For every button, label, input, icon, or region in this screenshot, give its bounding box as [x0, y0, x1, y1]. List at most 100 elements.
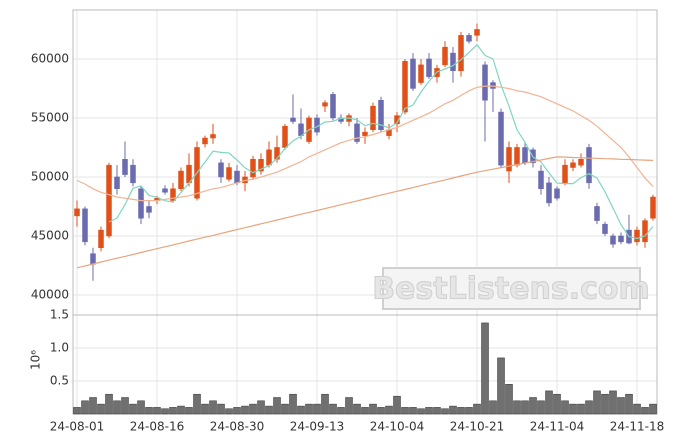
candle-body	[258, 159, 264, 172]
candle-body	[146, 206, 152, 213]
candle-body	[178, 170, 184, 190]
volume-bar	[545, 390, 553, 415]
watermark-box	[382, 267, 641, 310]
candle-body	[514, 147, 520, 166]
volume-bar	[257, 400, 265, 415]
candle-body	[610, 235, 616, 245]
x-tick-label: 24-08-16	[130, 420, 184, 434]
volume-bar	[465, 407, 473, 415]
candle-body	[378, 100, 384, 131]
candle-body	[466, 35, 472, 42]
x-tick-label: 24-09-13	[290, 420, 344, 434]
candle-body	[202, 137, 208, 145]
volume-bar	[649, 403, 657, 415]
candle-body	[570, 162, 576, 168]
volume-bar	[401, 407, 409, 415]
volume-bar	[273, 397, 281, 415]
candle-body	[650, 196, 656, 219]
volume-bar	[449, 405, 457, 415]
candle-body	[442, 46, 448, 66]
volume-bar	[385, 405, 393, 415]
x-tick-label: 24-10-21	[450, 420, 504, 434]
volume-bar	[577, 403, 585, 415]
volume-bar	[641, 407, 649, 415]
volume-bar	[425, 407, 433, 415]
volume-bar	[249, 403, 257, 415]
candle-body	[594, 206, 600, 221]
candle-body	[426, 58, 432, 77]
candle-body	[98, 229, 104, 248]
candle-body	[562, 164, 568, 184]
moving-average-line	[108, 43, 654, 240]
candle-body	[458, 35, 464, 72]
candle-body	[418, 64, 424, 83]
volume-bar	[409, 407, 417, 415]
volume-bar	[193, 393, 201, 415]
candle-body	[506, 147, 512, 172]
volume-bar	[553, 393, 561, 415]
candle-body	[210, 134, 216, 139]
volume-bar	[481, 322, 489, 415]
volume-bar	[521, 400, 529, 415]
candle-body	[82, 208, 88, 243]
volume-bar	[201, 403, 209, 415]
moving-average-line	[76, 156, 654, 269]
candle-body	[394, 115, 400, 125]
candle-body	[410, 58, 416, 89]
volume-bar	[353, 403, 361, 415]
y-tick-label: 45000	[31, 228, 69, 242]
candle-body	[234, 170, 240, 184]
volume-bar	[233, 407, 241, 415]
candle-body	[602, 223, 608, 234]
candle-body	[578, 159, 584, 166]
volume-bar	[369, 403, 377, 415]
y-tick-label: 55000	[31, 110, 69, 124]
volume-bar	[513, 400, 521, 415]
volume-bar	[529, 397, 537, 415]
volume-bar	[601, 393, 609, 415]
y-tick-label: 60000	[31, 51, 69, 65]
volume-bar	[177, 405, 185, 415]
volume-bar	[145, 407, 153, 415]
candle-body	[218, 162, 224, 178]
y-tick-label: 1.0	[50, 341, 69, 355]
volume-bar	[305, 403, 313, 415]
candle-body	[74, 208, 80, 217]
volume-bar	[505, 384, 513, 415]
candle-body	[586, 147, 592, 184]
x-tick-label: 24-10-04	[370, 420, 424, 434]
volume-bar	[225, 408, 233, 415]
volume-bar	[609, 390, 617, 415]
candle-body	[482, 64, 488, 101]
volume-bar	[441, 408, 449, 415]
volume-bar	[161, 408, 169, 415]
candle-body	[538, 170, 544, 190]
volume-bar	[313, 403, 321, 415]
candle-body	[362, 131, 368, 136]
y-tick-label: 40000	[31, 287, 69, 301]
volume-bar	[113, 400, 121, 415]
y-tick-label: 50000	[31, 169, 69, 183]
candle-body	[226, 167, 232, 180]
volume-bar	[97, 403, 105, 415]
candle-body	[370, 105, 376, 131]
volume-bar	[297, 405, 305, 415]
candle-body	[618, 235, 624, 243]
candle-body	[298, 123, 304, 136]
volume-bar	[361, 407, 369, 415]
candle-body	[522, 147, 528, 164]
volume-bar	[433, 407, 441, 415]
x-tick-label: 24-11-18	[610, 420, 664, 434]
candle-body	[90, 253, 96, 265]
volume-bar	[569, 403, 577, 415]
candle-body	[474, 29, 480, 36]
candle-body	[106, 164, 112, 237]
candle-body	[322, 102, 328, 107]
candle-body	[554, 188, 560, 199]
volume-bar	[121, 397, 129, 415]
candle-body	[170, 188, 176, 201]
volume-bar	[281, 403, 289, 415]
plot-frame	[72, 314, 658, 415]
volume-bar	[321, 393, 329, 415]
